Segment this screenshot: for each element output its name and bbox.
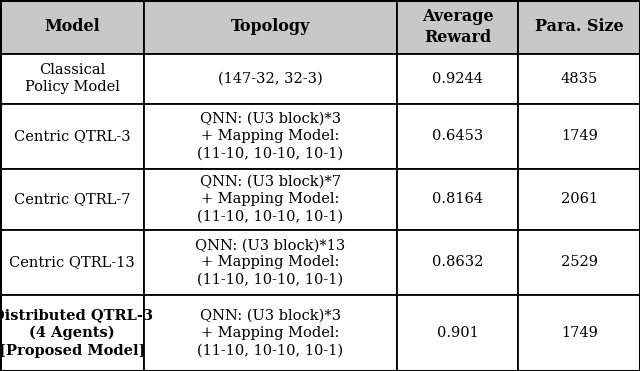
Text: Centric QTRL-3: Centric QTRL-3 bbox=[13, 129, 131, 143]
Text: 0.6453: 0.6453 bbox=[432, 129, 483, 143]
Text: Classical
Policy Model: Classical Policy Model bbox=[24, 63, 120, 95]
Bar bbox=[397, 295, 518, 371]
Text: 0.901: 0.901 bbox=[436, 326, 479, 340]
Bar bbox=[518, 295, 640, 371]
Text: Average
Reward: Average Reward bbox=[422, 8, 493, 46]
Bar bbox=[144, 54, 397, 104]
Bar bbox=[397, 0, 518, 54]
Bar bbox=[397, 169, 518, 230]
Bar bbox=[397, 230, 518, 295]
Text: Centric QTRL-13: Centric QTRL-13 bbox=[9, 256, 135, 269]
Text: 2061: 2061 bbox=[561, 193, 598, 206]
Text: Model: Model bbox=[44, 19, 100, 35]
Bar bbox=[518, 104, 640, 169]
Bar bbox=[0, 169, 144, 230]
Bar bbox=[0, 295, 144, 371]
Text: Distributed QTRL-3
(4 Agents)
[Proposed Model]: Distributed QTRL-3 (4 Agents) [Proposed … bbox=[0, 308, 152, 358]
Text: QNN: (U3 block)*7
+ Mapping Model:
(11-10, 10-10, 10-1): QNN: (U3 block)*7 + Mapping Model: (11-1… bbox=[197, 175, 344, 224]
Bar bbox=[397, 54, 518, 104]
Bar bbox=[144, 169, 397, 230]
Text: 0.8164: 0.8164 bbox=[432, 193, 483, 206]
Text: 4835: 4835 bbox=[561, 72, 598, 86]
Bar bbox=[0, 54, 144, 104]
Bar bbox=[144, 230, 397, 295]
Text: Topology: Topology bbox=[230, 19, 310, 35]
Text: Para. Size: Para. Size bbox=[535, 19, 623, 35]
Text: 0.8632: 0.8632 bbox=[432, 256, 483, 269]
Text: Centric QTRL-7: Centric QTRL-7 bbox=[13, 193, 131, 206]
Bar bbox=[397, 104, 518, 169]
Bar bbox=[0, 230, 144, 295]
Bar bbox=[518, 0, 640, 54]
Bar bbox=[144, 0, 397, 54]
Text: 1749: 1749 bbox=[561, 326, 598, 340]
Bar bbox=[518, 54, 640, 104]
Bar bbox=[144, 295, 397, 371]
Text: 0.9244: 0.9244 bbox=[432, 72, 483, 86]
Bar bbox=[518, 230, 640, 295]
Text: (147-32, 32-3): (147-32, 32-3) bbox=[218, 72, 323, 86]
Text: 1749: 1749 bbox=[561, 129, 598, 143]
Bar bbox=[518, 169, 640, 230]
Bar bbox=[144, 104, 397, 169]
Text: 2529: 2529 bbox=[561, 256, 598, 269]
Text: QNN: (U3 block)*3
+ Mapping Model:
(11-10, 10-10, 10-1): QNN: (U3 block)*3 + Mapping Model: (11-1… bbox=[197, 309, 344, 357]
Text: QNN: (U3 block)*13
+ Mapping Model:
(11-10, 10-10, 10-1): QNN: (U3 block)*13 + Mapping Model: (11-… bbox=[195, 238, 346, 287]
Text: QNN: (U3 block)*3
+ Mapping Model:
(11-10, 10-10, 10-1): QNN: (U3 block)*3 + Mapping Model: (11-1… bbox=[197, 112, 344, 161]
Bar bbox=[0, 0, 144, 54]
Bar bbox=[0, 104, 144, 169]
